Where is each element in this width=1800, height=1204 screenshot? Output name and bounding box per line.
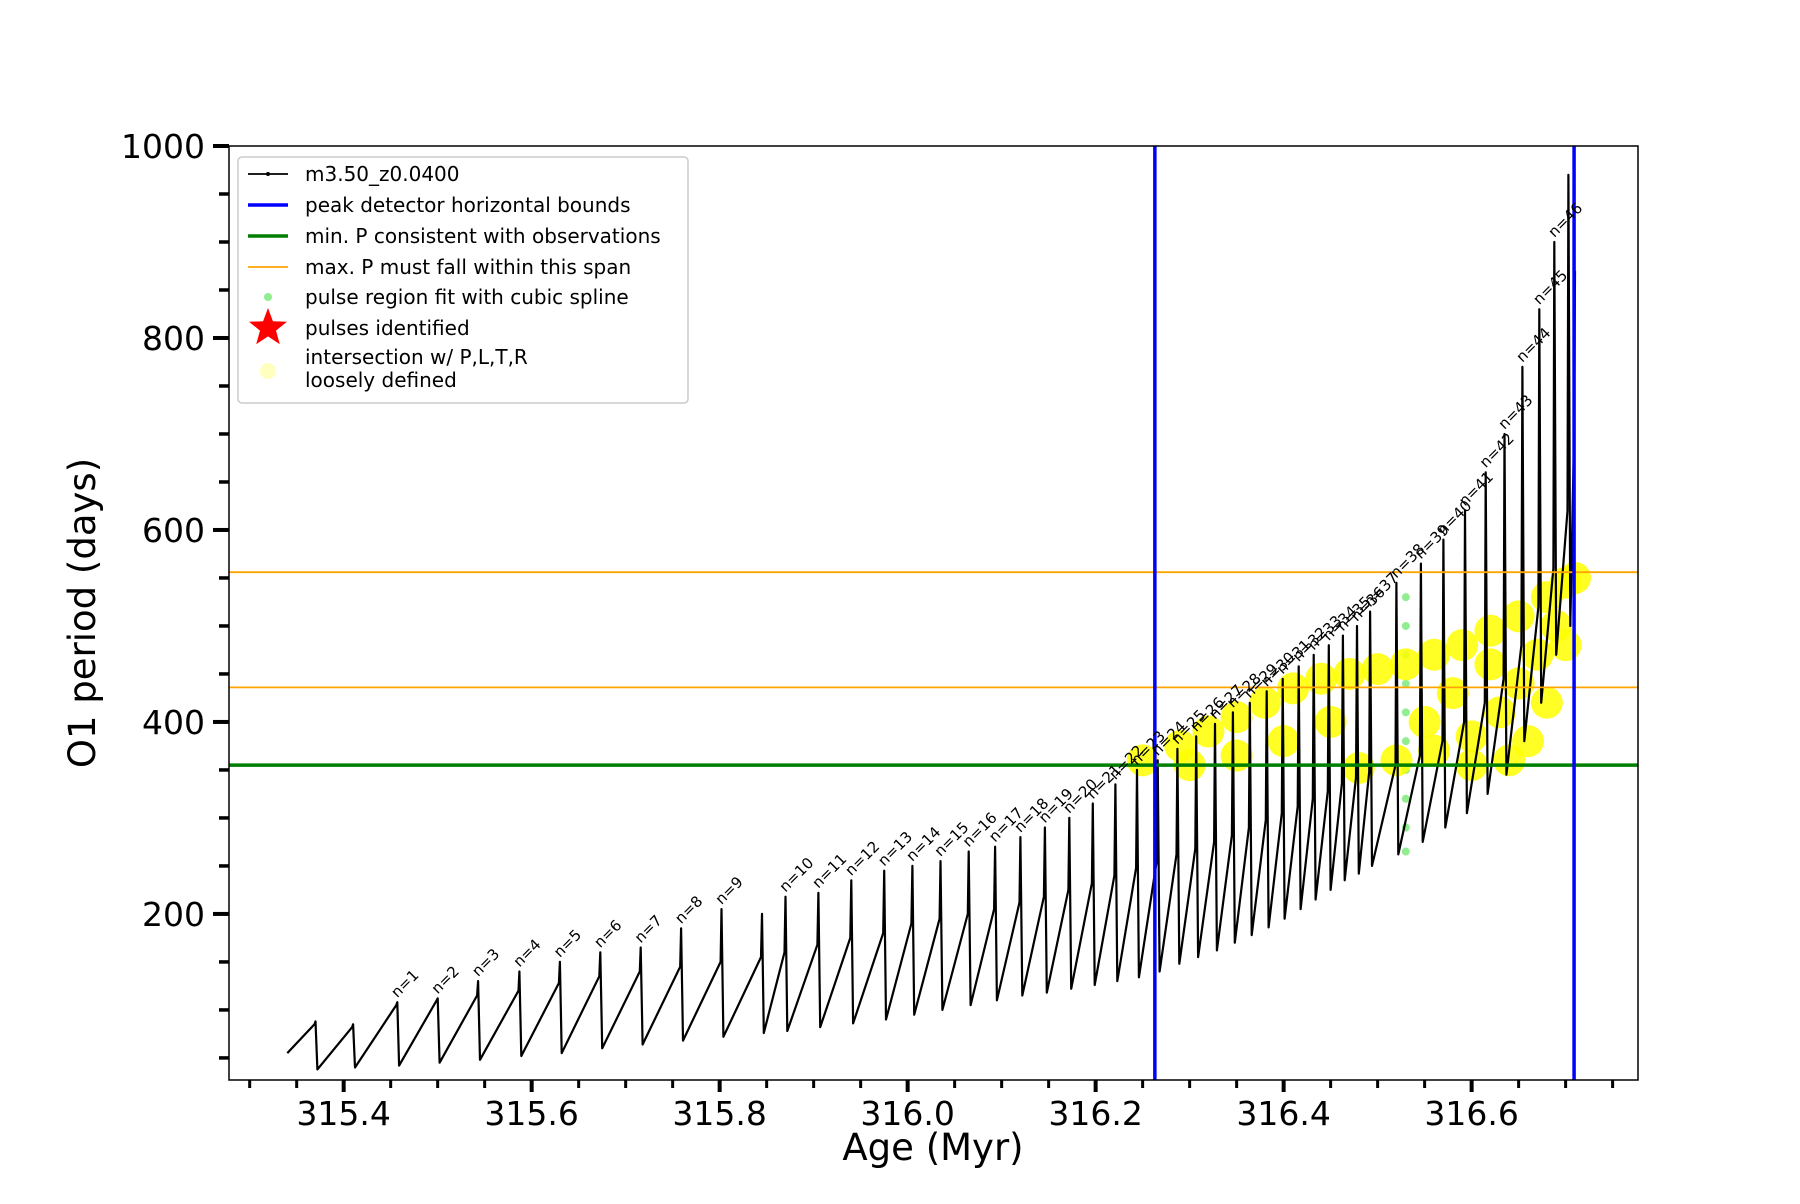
x-tick-label: 315.6: [484, 1094, 578, 1133]
pulse-label: n=41: [1455, 468, 1497, 510]
intersection-point: [1248, 686, 1281, 719]
pulse-label: n=3: [468, 945, 503, 980]
intersection-point: [1314, 705, 1347, 738]
pulse-label: n=43: [1495, 391, 1537, 433]
pulse-label: n=9: [712, 873, 747, 908]
pulse-label: n=11: [808, 850, 850, 892]
y-tick-label: 1000: [121, 127, 205, 166]
y-axis-label: O1 period (days): [61, 458, 104, 768]
pulse-label: n=42: [1476, 430, 1518, 472]
spline-point: [1401, 708, 1410, 717]
data-line: [286, 173, 1577, 1071]
intersection-point: [1305, 662, 1338, 695]
intersection-point: [1126, 744, 1159, 777]
intersection-point: [1192, 715, 1225, 748]
spline-point: [1401, 847, 1410, 856]
intersection-point: [1512, 725, 1545, 758]
plot-area: [229, 146, 1638, 1080]
intersection-point: [1549, 629, 1582, 662]
y-tick-label: 800: [142, 319, 205, 358]
legend-label: pulses identified: [305, 316, 470, 340]
pulse-label: n=7: [631, 911, 666, 946]
intersection-point: [1389, 648, 1422, 681]
intersection-point: [1220, 701, 1253, 734]
intersection-point: [1474, 648, 1507, 681]
legend-swatch: [264, 293, 272, 301]
intersection-point: [1361, 653, 1394, 686]
legend-label: m3.50_z0.0400: [305, 162, 460, 186]
spline-point: [1401, 794, 1410, 803]
plot-frame: [228, 145, 1639, 1081]
legend-label: max. P must fall within this span: [305, 255, 631, 279]
legend-label: intersection w/ P,L,T,R loosely defined: [305, 345, 528, 392]
legend-label-line: loosely defined: [305, 368, 457, 392]
pulse-label: n=1: [387, 966, 422, 1001]
spline-point: [1401, 621, 1410, 630]
intersection-point: [1408, 705, 1441, 738]
y-tick-label: 600: [142, 511, 205, 550]
pulse-label: n=46: [1544, 199, 1586, 241]
intersection-point: [1333, 657, 1366, 690]
legend-label: pulse region fit with cubic spline: [305, 285, 629, 309]
spline-point: [1401, 679, 1410, 688]
legend-label: peak detector horizontal bounds: [305, 193, 631, 217]
y-tick-label: 200: [142, 895, 205, 934]
pulse-label: n=8: [671, 892, 706, 927]
pulse-label: n=4: [510, 935, 545, 970]
intersection-point: [1502, 667, 1535, 700]
intersection-point: [1502, 600, 1535, 633]
intersection-point: [1446, 629, 1479, 662]
x-axis-label: Age (Myr): [842, 1126, 1023, 1169]
intersection-point: [1474, 614, 1507, 647]
x-tick-label: 316.0: [860, 1094, 954, 1133]
legend-swatch: [260, 363, 276, 379]
legend-swatch-dot: [266, 172, 270, 176]
pulse-label: n=6: [590, 916, 625, 951]
x-tick-label: 316.4: [1236, 1094, 1330, 1133]
legend-label-line: intersection w/ P,L,T,R: [305, 345, 528, 369]
x-tick-label: 315.4: [296, 1094, 390, 1133]
pulse-label: n=5: [550, 926, 585, 961]
y-tick-label: 400: [142, 703, 205, 742]
legend-swatch: [249, 308, 287, 345]
legend-box: [237, 156, 689, 404]
pulse-label: n=10: [776, 854, 818, 896]
intersection-point: [1277, 672, 1310, 705]
pulse-label: n=44: [1512, 324, 1554, 366]
x-tick-label: 316.6: [1424, 1094, 1518, 1133]
spline-point: [1401, 737, 1410, 746]
spline-point: [1401, 593, 1410, 602]
x-tick-label: 315.8: [672, 1094, 766, 1133]
intersection-point: [1530, 686, 1563, 719]
x-tick-label: 316.2: [1048, 1094, 1142, 1133]
pulse-label: n=2: [428, 962, 463, 997]
intersection-point: [1521, 638, 1554, 671]
legend-label: min. P consistent with observations: [305, 224, 661, 248]
pulse-label: n=45: [1529, 266, 1571, 308]
